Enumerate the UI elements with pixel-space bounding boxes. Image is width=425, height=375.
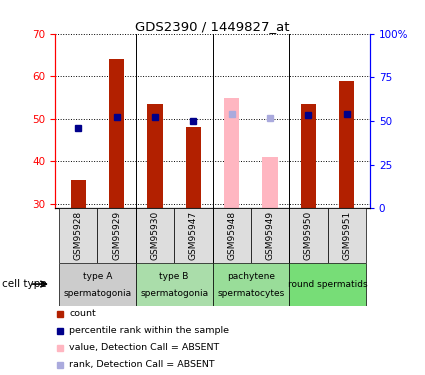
Bar: [339, 81, 354, 208]
Bar: [301, 104, 316, 208]
Text: percentile rank within the sample: percentile rank within the sample: [69, 326, 230, 335]
Text: value, Detection Call = ABSENT: value, Detection Call = ABSENT: [69, 343, 220, 352]
Text: GSM95951: GSM95951: [342, 211, 351, 260]
Bar: [289, 262, 366, 306]
Text: rank, Detection Call = ABSENT: rank, Detection Call = ABSENT: [69, 360, 215, 369]
Text: round spermatids: round spermatids: [288, 280, 367, 289]
Text: spermatocytes: spermatocytes: [217, 289, 284, 298]
Text: GSM95928: GSM95928: [74, 211, 83, 260]
Bar: [136, 262, 212, 306]
Text: GSM95948: GSM95948: [227, 211, 236, 260]
Text: type B: type B: [159, 272, 189, 281]
Text: GSM95949: GSM95949: [266, 211, 275, 260]
Bar: [262, 157, 278, 208]
Bar: [212, 208, 251, 262]
Text: GSM95950: GSM95950: [304, 211, 313, 260]
Text: spermatogonia: spermatogonia: [140, 289, 208, 298]
Text: count: count: [69, 309, 96, 318]
Bar: [97, 208, 136, 262]
Bar: [186, 128, 201, 208]
Text: GSM95930: GSM95930: [150, 211, 159, 260]
Bar: [289, 208, 328, 262]
Text: GSM95947: GSM95947: [189, 211, 198, 260]
Bar: [224, 98, 239, 208]
Bar: [59, 262, 136, 306]
Bar: [147, 104, 163, 208]
Text: pachytene: pachytene: [227, 272, 275, 281]
Text: cell type: cell type: [2, 279, 47, 289]
Bar: [212, 262, 289, 306]
Text: spermatogonia: spermatogonia: [63, 289, 131, 298]
Bar: [136, 208, 174, 262]
Bar: [71, 180, 86, 208]
Bar: [251, 208, 289, 262]
Bar: [109, 59, 124, 208]
Bar: [174, 208, 212, 262]
Title: GDS2390 / 1449827_at: GDS2390 / 1449827_at: [135, 20, 290, 33]
Bar: [59, 208, 97, 262]
Bar: [328, 208, 366, 262]
Text: GSM95929: GSM95929: [112, 211, 121, 260]
Text: type A: type A: [83, 272, 112, 281]
